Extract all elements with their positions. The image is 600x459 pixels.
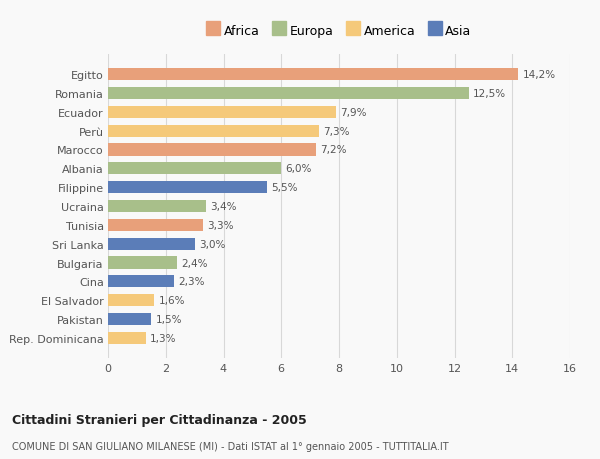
Bar: [108, 313, 151, 325]
Bar: [108, 294, 154, 307]
Text: 14,2%: 14,2%: [523, 70, 556, 80]
Text: 7,3%: 7,3%: [323, 126, 350, 136]
Bar: [108, 182, 267, 194]
Text: 7,9%: 7,9%: [340, 107, 367, 118]
Bar: [108, 201, 206, 213]
Bar: [108, 69, 518, 81]
Text: 1,6%: 1,6%: [158, 296, 185, 306]
Text: 3,4%: 3,4%: [211, 202, 237, 212]
Legend: Africa, Europa, America, Asia: Africa, Europa, America, Asia: [206, 25, 472, 38]
Text: 2,4%: 2,4%: [182, 258, 208, 268]
Text: 1,5%: 1,5%: [155, 314, 182, 325]
Text: 6,0%: 6,0%: [286, 164, 312, 174]
Bar: [108, 106, 336, 119]
Text: 5,5%: 5,5%: [271, 183, 298, 193]
Bar: [108, 238, 194, 250]
Text: 2,3%: 2,3%: [179, 277, 205, 287]
Text: 3,0%: 3,0%: [199, 239, 226, 249]
Text: 7,2%: 7,2%: [320, 145, 347, 155]
Bar: [108, 219, 203, 231]
Bar: [108, 125, 319, 137]
Text: 12,5%: 12,5%: [473, 89, 506, 99]
Bar: [108, 276, 175, 288]
Bar: [108, 332, 146, 344]
Text: COMUNE DI SAN GIULIANO MILANESE (MI) - Dati ISTAT al 1° gennaio 2005 - TUTTITALI: COMUNE DI SAN GIULIANO MILANESE (MI) - D…: [12, 441, 449, 451]
Text: 3,3%: 3,3%: [208, 220, 234, 230]
Bar: [108, 88, 469, 100]
Bar: [108, 144, 316, 156]
Text: 1,3%: 1,3%: [150, 333, 176, 343]
Text: Cittadini Stranieri per Cittadinanza - 2005: Cittadini Stranieri per Cittadinanza - 2…: [12, 413, 307, 426]
Bar: [108, 163, 281, 175]
Bar: [108, 257, 178, 269]
